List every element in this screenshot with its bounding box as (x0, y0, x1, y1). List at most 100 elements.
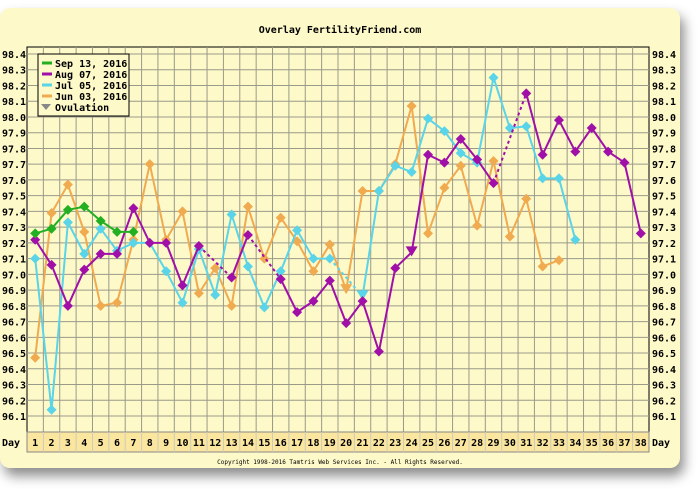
data-point (521, 121, 532, 132)
data-point (439, 126, 450, 137)
y-tick-label-left: 97.9 (2, 129, 26, 140)
data-point (79, 264, 90, 275)
series-line (410, 154, 430, 253)
data-point (62, 300, 73, 311)
series-line (67, 269, 86, 307)
series-line (541, 119, 560, 156)
x-tick-label: 35 (586, 438, 598, 449)
legend-box (37, 53, 130, 117)
data-point (30, 228, 41, 239)
chart-title: Overlay FertilityFriend.com (259, 24, 422, 36)
series-line (132, 163, 151, 240)
data-point (30, 234, 41, 245)
data-point (308, 253, 319, 264)
series-line (83, 228, 102, 255)
y-tick-label-left: 98.1 (2, 97, 26, 108)
series-line (83, 231, 102, 307)
y-tick-label-left: 97.4 (2, 207, 26, 218)
series-line (623, 162, 642, 234)
data-point (62, 179, 73, 190)
x-tick-label: 37 (618, 438, 630, 449)
series-line (148, 242, 167, 272)
series-line (525, 126, 544, 179)
x-tick-label: 12 (209, 438, 221, 449)
x-tick-label: 15 (258, 438, 270, 449)
data-point (423, 149, 434, 160)
series-line (361, 300, 380, 352)
y-tick-label-left: 96.6 (2, 333, 26, 344)
y-tick-label-left: 97.5 (2, 192, 26, 203)
data-point (242, 230, 253, 241)
x-axis-label-left: Day (2, 438, 20, 449)
x-tick-label: 36 (602, 438, 614, 449)
data-point (144, 237, 155, 248)
series-jul-05-2016 (30, 72, 581, 415)
y-tick-label-left: 96.4 (2, 365, 26, 376)
data-point (357, 185, 368, 196)
series-line (50, 222, 69, 410)
series-gap-line (198, 245, 233, 279)
data-point (406, 100, 417, 111)
data-point (95, 300, 106, 311)
series-line (296, 240, 315, 272)
series-line (34, 212, 53, 358)
x-tick-label: 24 (406, 438, 418, 449)
x-tick-label: 5 (98, 438, 104, 449)
ovulation-marker (356, 290, 369, 301)
data-point (537, 261, 548, 272)
data-point (62, 217, 73, 228)
x-tick-label: 18 (307, 438, 319, 449)
y-tick-label-left: 96.2 (2, 396, 26, 407)
series-line (148, 163, 168, 240)
ovulation-marker (405, 246, 418, 257)
data-point (62, 204, 73, 215)
y-tick-label-left: 97.0 (2, 270, 26, 281)
y-tick-label-right: 97.4 (652, 207, 676, 218)
x-tick-label: 7 (130, 438, 136, 449)
series-line (312, 280, 331, 302)
data-point (373, 346, 384, 357)
data-point (177, 297, 188, 308)
series-line (328, 280, 348, 324)
legend-label: Jun 03, 2016 (55, 92, 127, 103)
series-line (525, 198, 544, 267)
series-line (377, 267, 397, 352)
data-point (324, 239, 335, 250)
series-gap-line (329, 257, 364, 298)
data-point (455, 148, 466, 159)
series-line (574, 127, 593, 153)
x-tick-label: 27 (455, 438, 467, 449)
y-tick-label-right: 96.3 (652, 381, 676, 392)
series-line (558, 178, 577, 240)
data-point (161, 266, 172, 277)
data-point (79, 226, 90, 237)
series-line (508, 198, 528, 237)
data-point (488, 156, 499, 167)
series-aug-07-2016 (30, 88, 646, 357)
x-tick-label: 25 (422, 438, 434, 449)
series-line (67, 221, 86, 255)
y-tick-label-left: 98.2 (2, 81, 26, 92)
series-line (198, 267, 217, 294)
data-point (635, 228, 646, 239)
y-tick-label-right: 96.1 (652, 412, 676, 423)
data-point (95, 215, 106, 226)
x-tick-label: 10 (176, 438, 188, 449)
series-line (492, 160, 511, 237)
series-gap-line (492, 93, 528, 184)
data-point (373, 185, 384, 196)
series-line (443, 138, 462, 164)
copyright: Copyright 1998-2016 Tamtris Web Services… (217, 459, 463, 466)
y-tick-label-right: 97.5 (652, 192, 676, 203)
series-line (165, 270, 184, 304)
x-tick-label: 11 (193, 438, 205, 449)
series-line (230, 214, 249, 267)
data-point (324, 253, 335, 264)
series-line (394, 251, 413, 269)
data-point (128, 237, 139, 248)
series-line (197, 248, 217, 296)
series-line (476, 160, 495, 226)
x-tick-label: 1 (32, 438, 38, 449)
series-line (443, 165, 462, 189)
data-point (488, 72, 499, 83)
